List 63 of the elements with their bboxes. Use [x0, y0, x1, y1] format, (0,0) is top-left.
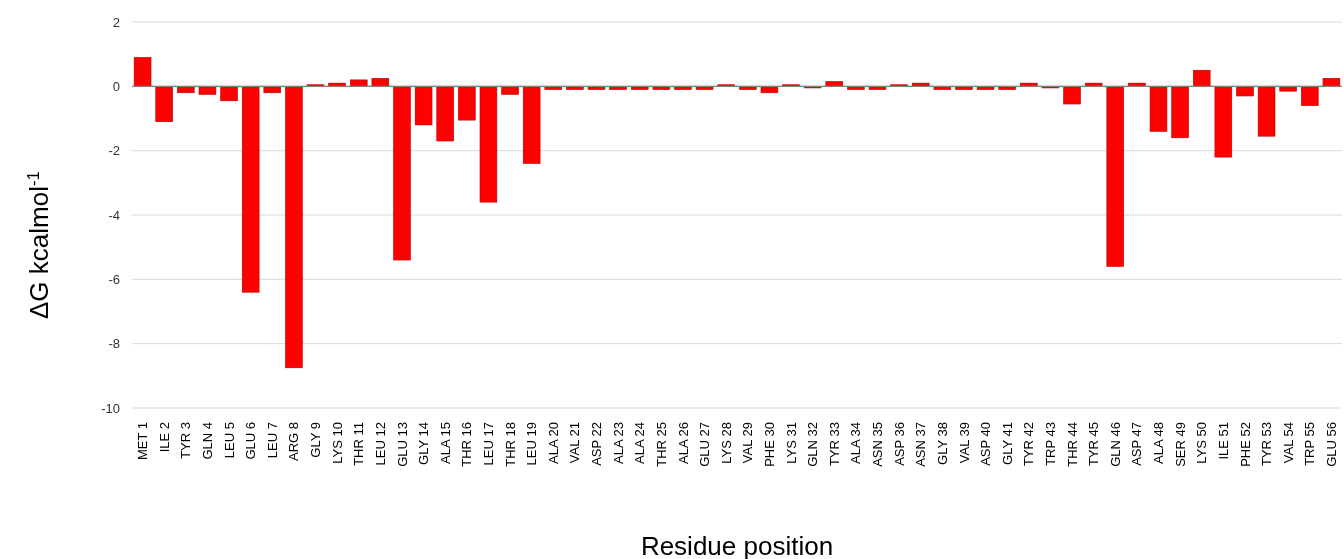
x-tick-label: ILE 2 — [156, 422, 172, 453]
x-tick-label: GLY 38 — [934, 422, 950, 465]
x-tick-label: ASP 36 — [891, 422, 907, 466]
x-tick-label: ASP 40 — [978, 422, 994, 466]
x-tick-label: LEU 12 — [372, 422, 388, 466]
x-tick-label: VAL 29 — [740, 422, 756, 464]
x-tick-label: GLY 14 — [416, 422, 432, 465]
x-tick-label: ALA 48 — [1151, 422, 1167, 464]
x-tick-label: TYR 3 — [178, 422, 194, 459]
y-tick-label: 2 — [112, 14, 120, 30]
x-tick-label: SER 49 — [1172, 422, 1188, 467]
y-tick-label: -6 — [108, 271, 120, 287]
y-tick-label: -4 — [108, 207, 120, 223]
x-tick-label: ASN 35 — [870, 422, 886, 467]
x-tick-label: THR 16 — [459, 422, 475, 467]
x-tick-label: LYS 28 — [718, 422, 734, 464]
x-tick-label: MET 1 — [135, 422, 151, 461]
x-tick-label: ALA 34 — [848, 422, 864, 464]
y-tick-label: -2 — [108, 143, 120, 159]
x-tick-label: THR 44 — [1064, 422, 1080, 467]
x-tick-label: VAL 21 — [567, 422, 583, 464]
x-tick-label: ALA 26 — [675, 422, 691, 464]
x-tick-label: GLN 46 — [1107, 422, 1123, 467]
x-tick-label: GLN 4 — [199, 422, 215, 460]
x-tick-label: PHE 52 — [1237, 422, 1253, 467]
y-tick-label: -10 — [101, 400, 120, 416]
x-tick-label: THR 25 — [653, 422, 669, 467]
x-tick-label: TYR 45 — [1086, 422, 1102, 467]
x-tick-label: THR 18 — [502, 422, 518, 467]
x-tick-label: TYR 33 — [826, 422, 842, 467]
x-tick-label: GLY 41 — [999, 422, 1015, 465]
x-tick-label: LYS 10 — [329, 422, 345, 464]
x-tick-label: LEU 17 — [480, 422, 496, 466]
x-tick-label: ALA 20 — [545, 422, 561, 464]
x-tick-label: ASN 37 — [913, 422, 929, 467]
x-tick-label: ALA 15 — [437, 422, 453, 464]
x-tick-label: LYS 31 — [783, 422, 799, 464]
x-tick-label: GLU 13 — [394, 422, 410, 467]
x-tick-label: TRP 55 — [1302, 422, 1318, 466]
x-tick-label: GLU 6 — [243, 422, 259, 460]
x-tick-label: ALA 23 — [610, 422, 626, 464]
x-tick-label: GLY 9 — [308, 422, 324, 458]
x-tick-label: LEU 5 — [221, 422, 237, 459]
x-tick-label: LYS 50 — [1194, 422, 1210, 464]
x-tick-label: GLU 27 — [697, 422, 713, 467]
x-tick-label: VAL 54 — [1280, 422, 1296, 464]
x-tick-label: THR 11 — [351, 422, 367, 466]
y-tick-label: 0 — [112, 78, 120, 94]
x-tick-label: PHE 30 — [761, 422, 777, 467]
x-tick-label: TRP 43 — [1042, 422, 1058, 466]
y-tick-label: -8 — [108, 336, 120, 352]
x-tick-label: VAL 39 — [956, 422, 972, 464]
x-tick-label: LEU 7 — [264, 422, 280, 459]
x-tick-label: GLN 32 — [805, 422, 821, 467]
x-tick-label: TYR 53 — [1259, 422, 1275, 467]
x-tick-label: TYR 42 — [1021, 422, 1037, 467]
x-tick-label: LEU 19 — [524, 422, 540, 466]
x-tick-label: ASP 22 — [589, 422, 605, 466]
x-tick-label: ALA 24 — [632, 422, 648, 464]
x-tick-label: ILE 51 — [1215, 422, 1231, 460]
x-tick-label: ARG 8 — [286, 422, 302, 462]
x-tick-label: GLU 56 — [1323, 422, 1339, 467]
x-tick-label: ASP 47 — [1129, 422, 1145, 466]
